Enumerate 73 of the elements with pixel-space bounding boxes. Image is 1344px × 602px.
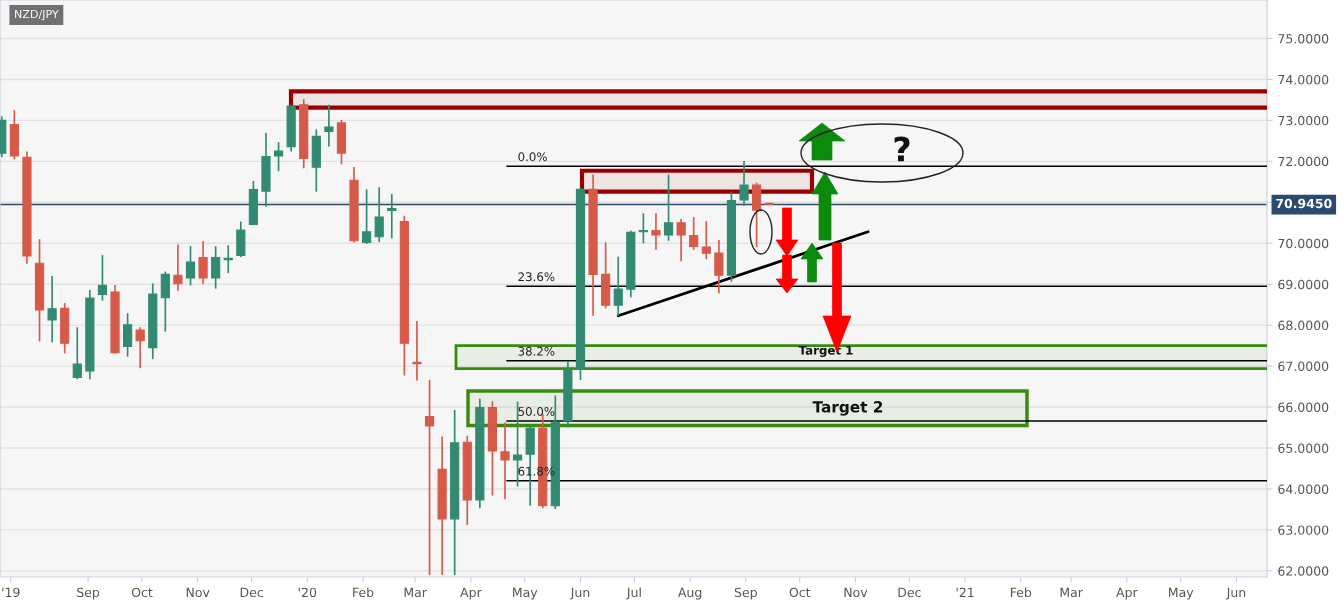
y-tick-label: 62.0000 <box>1278 566 1329 576</box>
x-tick-label: Jun <box>570 587 590 600</box>
x-tick-label: Oct <box>131 587 153 598</box>
y-tick-label: 69.0000 <box>1278 279 1329 290</box>
x-tick-label: May <box>1169 587 1194 600</box>
candlestick <box>185 245 196 287</box>
candlestick <box>324 103 334 148</box>
candlestick <box>135 326 145 369</box>
y-tick-label: 65.0000 <box>1278 443 1329 453</box>
y-tick-label: 63.0000 <box>1278 525 1329 535</box>
band-label: Target 2 <box>812 401 883 416</box>
y-tick-label: 74.0000 <box>1278 74 1329 85</box>
candlestick <box>122 312 133 358</box>
candlestick <box>676 218 686 263</box>
x-tick-label: Dec <box>240 587 263 598</box>
candlestick <box>500 421 510 501</box>
candlestick <box>362 188 372 245</box>
x-tick-label: Apr <box>460 587 482 600</box>
x-tick-label: '21 <box>956 587 974 597</box>
x-tick-label: Sep <box>734 587 757 600</box>
x-tick-label: Oct <box>789 587 811 598</box>
candlestick <box>714 239 724 295</box>
annotation: 50.0% <box>518 406 555 416</box>
x-tick-label: '20 <box>298 587 317 598</box>
text: NZD/JPY <box>15 9 59 21</box>
x-tick-label: Nov <box>844 587 868 598</box>
y-tick-label: 72.0000 <box>1278 156 1329 167</box>
candlestick <box>613 255 623 317</box>
ref-line-label: 70.9450 <box>1276 198 1332 209</box>
candlestick <box>651 212 661 251</box>
candlestick <box>374 186 384 243</box>
x-tick-label: '19 <box>2 587 20 598</box>
x-tick-label: Feb <box>1010 587 1032 598</box>
candlestick <box>273 141 284 173</box>
x-tick-label: Jun <box>1226 587 1246 600</box>
candlestick <box>223 244 233 274</box>
y-tick-label: 67.0000 <box>1278 361 1329 372</box>
y-tick-label: 73.0000 <box>1278 115 1329 126</box>
candlestick <box>412 320 422 382</box>
candlestick <box>72 326 82 381</box>
candlestick <box>387 193 397 240</box>
annotation: 23.6% <box>518 272 555 282</box>
annotation: 38.2% <box>518 346 555 356</box>
y-tick-label: 64.0000 <box>1278 484 1329 494</box>
candlestick <box>638 212 648 245</box>
y-tick-label: 75.0000 <box>1278 33 1329 44</box>
x-tick-label: Feb <box>353 587 374 598</box>
band-label: Target 1 <box>798 345 853 358</box>
candlestick <box>701 220 711 261</box>
candlestick <box>97 254 108 302</box>
candlestick <box>689 216 699 251</box>
x-tick-label: Mar <box>1060 587 1083 598</box>
candlestick <box>739 160 749 207</box>
x-tick-label: Dec <box>898 587 921 598</box>
x-tick-label: May <box>513 587 538 600</box>
x-tick-label: Nov <box>186 587 210 598</box>
x-tick-label: Sep <box>77 587 100 600</box>
x-tick-label: Mar <box>404 587 427 598</box>
candlestick <box>663 173 674 242</box>
candlestick <box>211 245 221 290</box>
candlestick <box>160 270 170 333</box>
candlestick <box>424 379 435 576</box>
annotation: ? <box>894 136 910 162</box>
x-tick-label: Apr <box>1116 587 1138 600</box>
candlestick <box>198 240 208 286</box>
y-tick-label: 68.0000 <box>1278 320 1329 331</box>
x-tick-label: Jul <box>626 587 641 600</box>
candlestick <box>47 275 57 344</box>
annotation: 0.0% <box>518 152 547 162</box>
y-tick-label: 66.0000 <box>1278 402 1329 412</box>
candlestick <box>173 243 183 292</box>
x-tick-label: Aug <box>678 587 702 600</box>
y-tick-label: 70.0000 <box>1278 238 1329 249</box>
